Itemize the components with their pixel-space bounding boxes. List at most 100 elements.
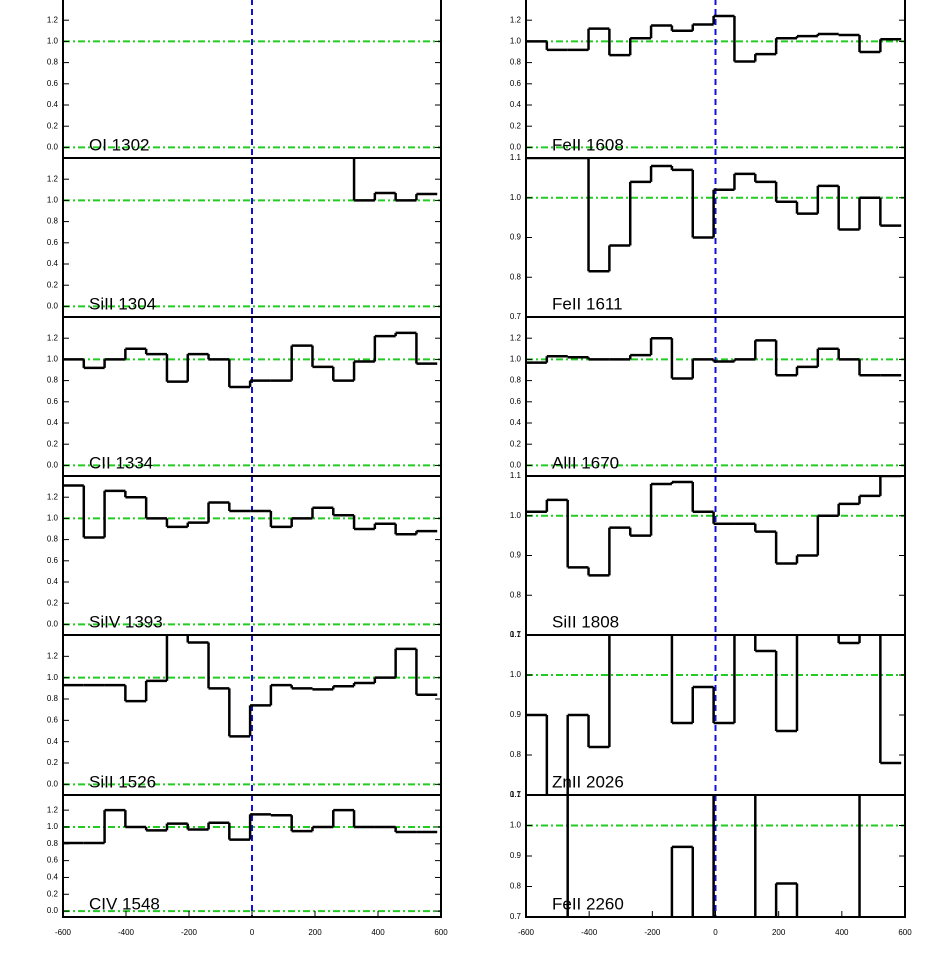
y-tick-label: 0.6 <box>47 79 59 88</box>
line-label: SiII 1808 <box>552 612 619 631</box>
y-tick-label: 0.0 <box>510 461 522 470</box>
y-tick-label: 0.6 <box>47 238 59 247</box>
y-tick-label: 0.4 <box>47 577 59 586</box>
y-tick-label: 0.8 <box>510 750 522 759</box>
line-label: OI 1302 <box>89 135 150 154</box>
line-label: CIV 1548 <box>89 894 160 913</box>
y-tick-label: 0.8 <box>47 839 59 848</box>
y-tick-label: 0.8 <box>510 272 522 281</box>
line-label: SiII 1526 <box>89 772 156 791</box>
plot-area <box>63 317 441 476</box>
y-tick-label: 1.1 <box>510 790 522 799</box>
line-label: FeII 2260 <box>552 894 624 913</box>
y-tick-label: 0.8 <box>47 535 59 544</box>
x-tick-label: -600 <box>55 928 72 937</box>
y-tick-label: 0.6 <box>47 715 59 724</box>
y-tick-label: 0.9 <box>510 551 522 560</box>
y-tick-label: 0.2 <box>47 280 59 289</box>
line-label: ZnII 2026 <box>552 772 624 791</box>
y-tick-label: 0.0 <box>47 620 59 629</box>
y-tick-label: 0.7 <box>510 312 522 321</box>
y-tick-label: 1.1 <box>510 153 522 162</box>
y-tick-label: 1.0 <box>510 511 522 520</box>
y-tick-label: 1.2 <box>47 651 59 660</box>
y-tick-label: 0.0 <box>47 461 59 470</box>
x-tick-label: -400 <box>581 928 598 937</box>
y-tick-label: 0.4 <box>47 873 59 882</box>
x-tick-label: -600 <box>518 928 535 937</box>
y-tick-label: 0.2 <box>47 598 59 607</box>
panel: 0.7 0.8 0.9 1.0 1.1 ZnII 2026 <box>510 630 906 799</box>
y-tick-label: 0.8 <box>510 58 522 67</box>
plot-area <box>526 158 905 317</box>
x-tick-label: -200 <box>644 928 661 937</box>
y-tick-label: 0.8 <box>47 694 59 703</box>
y-tick-label: 0.4 <box>47 259 59 268</box>
line-label: CII 1334 <box>89 453 153 472</box>
y-tick-label: 0.0 <box>47 302 59 311</box>
y-tick-label: 1.0 <box>510 821 522 830</box>
y-tick-label: 0.8 <box>47 217 59 226</box>
y-tick-label: 0.6 <box>47 556 59 565</box>
y-tick-label: 0.2 <box>47 889 59 898</box>
x-tick-label: -200 <box>181 928 198 937</box>
y-tick-label: 0.4 <box>510 100 522 109</box>
y-tick-label: 0.9 <box>510 233 522 242</box>
y-tick-label: 1.2 <box>47 15 59 24</box>
y-tick-label: 0.6 <box>510 397 522 406</box>
panel: 0.0 0.2 0.4 0.6 0.8 1.0 1.2 FeII 1608 <box>510 0 906 159</box>
y-tick-label: 0.9 <box>510 851 522 860</box>
plot-area <box>526 476 905 635</box>
y-tick-label: 1.2 <box>510 15 522 24</box>
y-tick-label: 0.4 <box>510 418 522 427</box>
y-tick-label: 0.4 <box>47 100 59 109</box>
y-tick-label: 1.2 <box>47 805 59 814</box>
line-label: SiII 1304 <box>89 294 156 313</box>
plot-area <box>63 0 441 158</box>
y-tick-label: 0.9 <box>510 710 522 719</box>
line-label: FeII 1608 <box>552 135 624 154</box>
y-tick-label: 1.0 <box>47 673 59 682</box>
y-tick-label: 1.0 <box>47 355 59 364</box>
y-tick-label: 1.1 <box>510 630 522 639</box>
y-tick-label: 0.8 <box>47 58 59 67</box>
y-tick-label: 1.0 <box>510 37 522 46</box>
y-tick-label: 0.8 <box>47 376 59 385</box>
y-tick-label: 0.4 <box>47 418 59 427</box>
y-tick-label: 1.2 <box>47 174 59 183</box>
y-tick-label: 0.2 <box>510 121 522 130</box>
y-tick-label: 0.8 <box>510 882 522 891</box>
plot-area <box>63 635 441 795</box>
y-tick-label: 1.0 <box>510 355 522 364</box>
panel-frame <box>62 794 442 918</box>
y-tick-label: 1.2 <box>47 492 59 501</box>
y-tick-label: 1.2 <box>510 333 522 342</box>
y-tick-label: 0.7 <box>510 912 522 921</box>
panel: 0.0 0.2 0.4 0.6 0.8 1.0 1.2 SiIV 1393 <box>47 475 442 636</box>
y-tick-label: 1.2 <box>47 333 59 342</box>
x-tick-label: 0 <box>250 928 255 937</box>
x-tick-label: 600 <box>898 928 912 937</box>
y-tick-label: 1.0 <box>510 193 522 202</box>
y-tick-label: 0.0 <box>510 143 522 152</box>
y-tick-label: 0.7 <box>510 790 522 799</box>
panel: 0.0 0.2 0.4 0.6 0.8 1.0 1.2 -600 -400 -200 0 200 400… <box>47 794 448 937</box>
y-tick-label: 1.1 <box>510 471 522 480</box>
panel: 0.7 0.8 0.9 1.0 1.1 -600 -400 -200 0 200 400 600 FeI… <box>510 790 912 937</box>
y-tick-label: 0.2 <box>47 121 59 130</box>
y-tick-label: 1.0 <box>47 37 59 46</box>
plot-area <box>526 317 905 476</box>
y-tick-label: 1.0 <box>510 670 522 679</box>
x-tick-label: 0 <box>713 928 718 937</box>
y-tick-label: 0.8 <box>510 590 522 599</box>
y-tick-label: 0.0 <box>47 143 59 152</box>
x-tick-label: 400 <box>835 928 849 937</box>
y-tick-label: 0.8 <box>510 376 522 385</box>
x-tick-label: 200 <box>308 928 322 937</box>
panel-frame <box>525 794 906 918</box>
y-tick-label: 0.6 <box>510 79 522 88</box>
line-label: FeII 1611 <box>552 294 623 313</box>
line-label: AlII 1670 <box>552 453 619 472</box>
x-tick-label: 400 <box>371 928 385 937</box>
